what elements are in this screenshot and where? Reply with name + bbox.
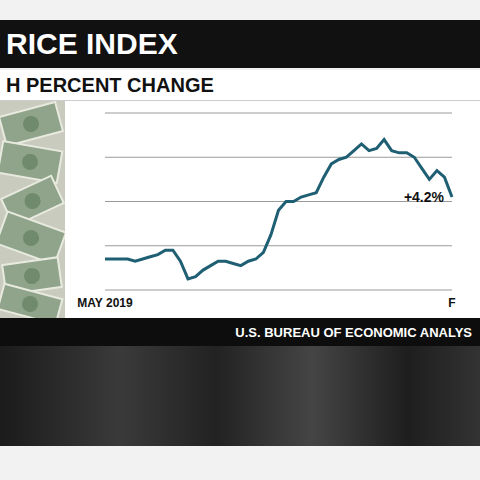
svg-text:MAY 2019: MAY 2019: [77, 296, 133, 310]
html-text:RICE INDEX: RICE INDEX: [6, 27, 178, 60]
svg-text:F: F: [448, 296, 455, 310]
svg-text:+4.2%: +4.2%: [404, 189, 445, 205]
html-text:H PERCENT CHANGE: H PERCENT CHANGE: [6, 73, 214, 96]
html-text:U.S. BUREAU OF ECONOMIC ANALYS: U.S. BUREAU OF ECONOMIC ANALYS: [235, 324, 472, 340]
